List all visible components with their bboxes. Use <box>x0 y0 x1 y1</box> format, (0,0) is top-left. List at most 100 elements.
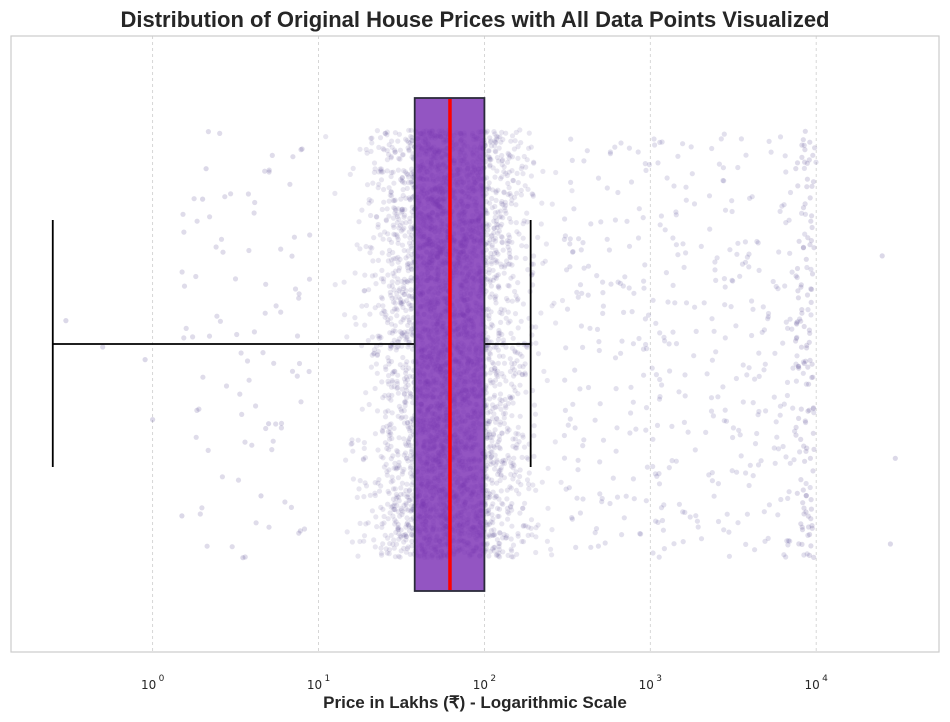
data-point <box>491 218 497 224</box>
data-point <box>369 352 375 358</box>
data-point <box>755 462 762 468</box>
data-point <box>506 169 512 175</box>
data-point <box>387 346 393 352</box>
data-point <box>496 214 502 220</box>
data-point <box>487 494 493 500</box>
data-point <box>347 171 353 177</box>
data-point <box>519 454 525 460</box>
data-point <box>392 521 398 527</box>
data-point <box>378 483 384 489</box>
data-point <box>487 139 494 145</box>
data-point <box>501 190 507 196</box>
data-point <box>492 274 498 280</box>
data-point <box>391 368 397 374</box>
data-point <box>494 457 500 463</box>
data-point <box>409 226 415 232</box>
data-point <box>401 502 407 508</box>
data-point <box>394 214 401 220</box>
data-point <box>495 251 501 257</box>
data-point <box>488 461 494 467</box>
data-point <box>492 544 498 550</box>
data-point <box>742 239 749 245</box>
data-point <box>395 254 401 260</box>
data-point <box>493 462 499 468</box>
data-point <box>499 500 505 506</box>
data-point <box>387 510 393 516</box>
data-point <box>376 144 382 150</box>
data-point <box>538 221 544 227</box>
data-point <box>387 330 393 336</box>
data-point <box>519 163 525 169</box>
data-point <box>506 238 512 244</box>
data-point <box>655 519 661 526</box>
data-point <box>514 229 520 235</box>
data-point <box>493 218 499 224</box>
data-point <box>401 225 407 231</box>
data-point <box>392 206 398 212</box>
data-point <box>548 546 554 552</box>
data-point <box>398 507 405 513</box>
data-point <box>709 470 715 476</box>
data-point <box>805 364 811 370</box>
data-point <box>394 220 400 226</box>
data-point <box>806 339 812 345</box>
data-point <box>712 267 718 273</box>
data-point <box>495 373 501 379</box>
data-point <box>786 489 792 495</box>
data-point <box>386 198 392 204</box>
data-point <box>407 293 413 299</box>
data-point <box>487 237 493 243</box>
data-point <box>379 379 385 385</box>
data-point <box>785 325 791 331</box>
data-point <box>796 541 802 547</box>
data-point <box>495 360 501 366</box>
data-point <box>393 519 399 525</box>
data-point <box>390 369 396 375</box>
data-point <box>383 546 389 552</box>
data-point <box>804 342 810 348</box>
data-point <box>508 460 514 466</box>
data-point <box>809 361 815 367</box>
data-point <box>499 129 505 135</box>
data-point <box>376 169 382 175</box>
data-point <box>373 214 379 220</box>
data-point <box>657 222 663 228</box>
data-point <box>377 166 383 172</box>
data-point <box>524 219 530 225</box>
data-point <box>500 202 506 208</box>
data-point <box>379 552 385 558</box>
data-point <box>299 146 305 152</box>
data-point <box>404 387 410 393</box>
data-point <box>627 430 633 436</box>
data-point <box>298 147 304 153</box>
data-point <box>787 316 793 322</box>
data-point <box>612 217 619 223</box>
data-point <box>405 248 411 254</box>
data-point <box>505 552 511 559</box>
data-point <box>707 226 713 232</box>
data-point <box>199 505 205 511</box>
data-point <box>496 544 502 550</box>
data-point <box>296 530 302 536</box>
data-point <box>407 215 413 221</box>
data-point <box>807 455 814 461</box>
data-point <box>676 389 682 395</box>
data-point <box>382 409 389 415</box>
data-point <box>278 420 285 426</box>
data-point <box>507 318 513 324</box>
data-point <box>488 259 494 265</box>
data-point <box>367 244 373 250</box>
data-point <box>692 304 698 310</box>
data-point <box>490 431 497 437</box>
data-point <box>501 420 507 427</box>
data-point <box>511 288 518 295</box>
data-point <box>615 189 621 196</box>
data-point <box>399 480 405 486</box>
data-point <box>594 326 601 332</box>
data-point <box>539 479 545 485</box>
data-point <box>650 297 656 303</box>
data-point <box>636 206 642 212</box>
data-point <box>361 538 367 544</box>
data-point <box>515 280 521 286</box>
